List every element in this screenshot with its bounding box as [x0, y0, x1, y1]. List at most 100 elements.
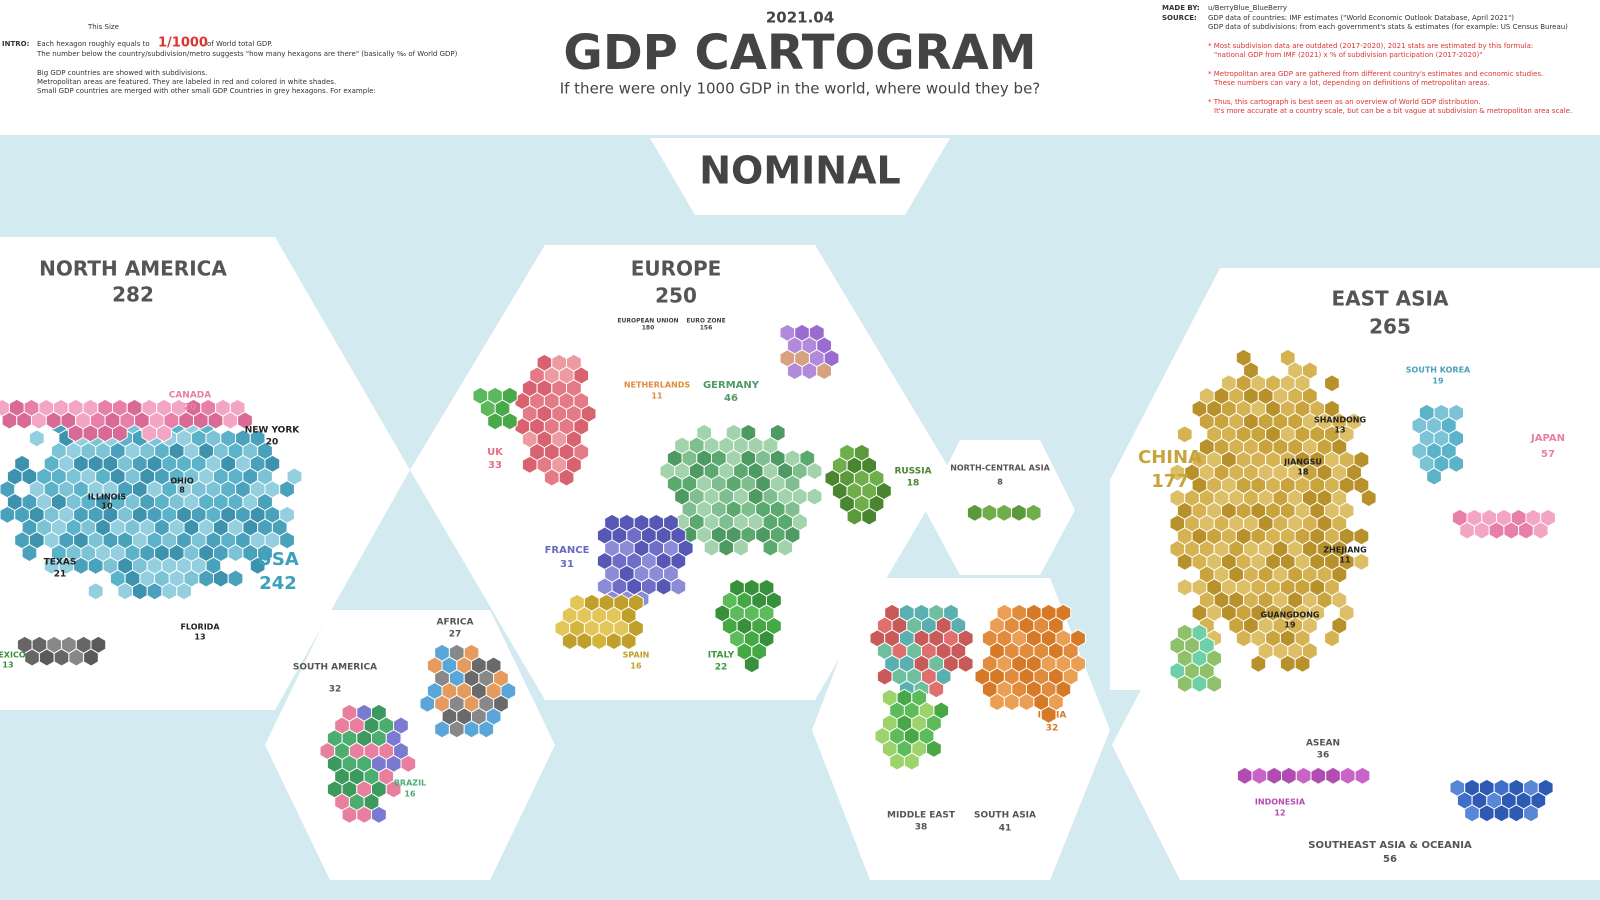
place-value: 20: [184, 403, 197, 413]
place-value: 46: [724, 393, 738, 404]
hexagon: [87, 556, 104, 575]
hexagon: [132, 582, 148, 601]
place-value: 265: [1369, 315, 1411, 339]
place-name: SOUTH ASIA: [974, 811, 1036, 821]
hexagon: [606, 631, 622, 651]
hexagon: [1360, 488, 1377, 508]
note: "national GDP from IMF (2021) x % of sub…: [1214, 51, 1483, 59]
hexagon: [478, 720, 495, 739]
hexagon: [786, 361, 803, 381]
place-value: 18: [907, 479, 920, 489]
hexagon: [227, 569, 244, 588]
place-name: BRAZIL: [394, 779, 426, 788]
hexagon: [45, 411, 62, 430]
place-name: SHANDONG: [1314, 416, 1366, 425]
note: These numbers can vary a lot, depending …: [1213, 79, 1490, 87]
place-name: OHIO: [170, 477, 193, 486]
hexagon: [876, 667, 893, 686]
place-name: ILLINOIS: [88, 493, 127, 502]
source-label: SOURCE:: [1162, 14, 1197, 22]
place-name: RUSSIA: [894, 467, 931, 477]
hexagon: [146, 582, 163, 601]
hexagon: [1281, 766, 1297, 785]
hexagon: [67, 424, 84, 443]
hexagon: [926, 739, 942, 758]
hexagon: [227, 543, 244, 563]
hexagon: [558, 468, 575, 487]
place-name: INDONESIA: [1255, 798, 1306, 807]
hexagon: [620, 631, 637, 651]
place-value: 36: [1317, 751, 1330, 761]
place-name: JIANGSU: [1283, 458, 1322, 467]
place-name: INDIA: [1038, 711, 1067, 721]
place-name: TEXAS: [44, 558, 77, 568]
hexagon: [1003, 692, 1020, 712]
place-value: 18: [1297, 468, 1309, 477]
hexagon: [463, 720, 480, 739]
place-name: EUROPE: [631, 257, 722, 281]
place-value: 19: [1432, 377, 1444, 386]
hexagon: [68, 648, 85, 667]
intro-line: Metropolitan areas are featured. They ar…: [37, 78, 336, 86]
hexagon: [543, 468, 560, 487]
hexagon: [1310, 766, 1327, 785]
place-value: 16: [404, 790, 416, 799]
hexagon: [655, 577, 672, 596]
hexagon: [1294, 654, 1311, 673]
intro-line: Each hexagon roughly equals to: [37, 40, 150, 48]
hexagon: [448, 720, 465, 739]
intro-ratio: 1/1000: [158, 36, 208, 51]
hexagon: [989, 692, 1005, 712]
place-name: MEXICO: [0, 651, 26, 660]
place-value: 250: [655, 284, 697, 308]
hexagon: [1324, 629, 1340, 648]
hexagon: [1, 411, 18, 430]
hexagon: [1206, 674, 1222, 693]
place-value: 11: [1339, 556, 1351, 565]
hexagon: [996, 503, 1012, 522]
title: GDP CARTOGRAM: [563, 25, 1036, 81]
place-name: EUROPEAN UNION: [617, 318, 678, 325]
place-name: AFRICA: [437, 618, 474, 628]
hexagon: [117, 582, 133, 601]
place-name: CHINA: [1138, 447, 1202, 468]
date: 2021.04: [766, 9, 834, 27]
header-band: [0, 0, 1600, 135]
place-name: CANADA: [169, 391, 212, 401]
hexagon: [279, 531, 295, 550]
hexagon: [591, 631, 607, 651]
place-name: GERMANY: [703, 380, 760, 391]
place-name: JAPAN: [1530, 433, 1565, 444]
place-value: 13: [2, 661, 13, 670]
place-value: 27: [449, 630, 462, 640]
made-by-label: MADE BY:: [1162, 4, 1200, 12]
place-value: 11: [651, 392, 663, 401]
hexagon: [1488, 521, 1505, 540]
hexagon: [1353, 527, 1370, 546]
hexagon: [1448, 454, 1464, 473]
hexagon: [28, 429, 45, 448]
hexagon: [1523, 804, 1539, 823]
hexagon: [1354, 766, 1371, 785]
hexagon: [1459, 521, 1475, 540]
place-value: 21: [54, 570, 67, 580]
place-value: 41: [999, 824, 1012, 834]
hexagon: [777, 538, 793, 557]
place-value: 31: [560, 559, 574, 570]
place-name: EURO ZONE: [686, 318, 725, 325]
place-name: EAST ASIA: [1332, 287, 1449, 311]
hexagon: [1018, 692, 1035, 712]
hexagon: [889, 752, 905, 771]
hexagon: [703, 538, 720, 557]
hexagon: [371, 805, 387, 824]
place-value: 57: [1541, 449, 1555, 460]
hexagon: [0, 505, 16, 524]
hexagon: [356, 805, 372, 824]
hexagon: [576, 631, 593, 651]
hex-clusters: [0, 323, 1556, 824]
note: * Thus, this cartograph is best seen as …: [1208, 98, 1481, 106]
hexagon: [1518, 521, 1534, 540]
hexagon: [1176, 425, 1193, 444]
